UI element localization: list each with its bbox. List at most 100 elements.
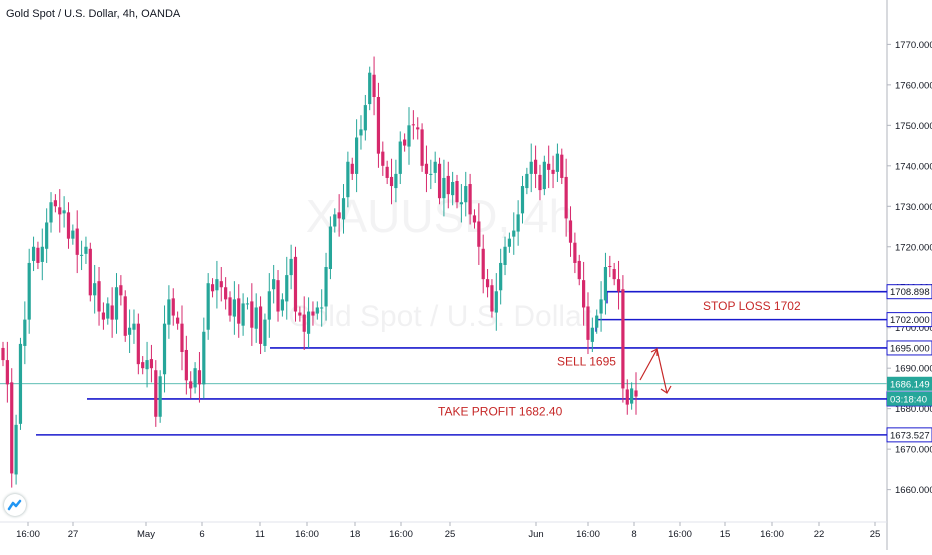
candle-body [429,173,433,175]
candle-body [337,212,341,219]
candle-body [424,163,429,174]
candle-body [529,161,533,174]
candle-body [389,176,394,187]
candle-body [49,202,53,223]
candle-body [490,285,494,312]
candle-body [219,281,223,288]
watermark-name: Gold Spot / U.S. Dollar [288,300,591,333]
candle-body [132,323,136,330]
candle-body [590,327,594,342]
candle-body [197,370,202,385]
candle-body [232,299,236,317]
price-level-badge [886,284,932,300]
candle-body [385,166,389,178]
candle-body [499,262,503,291]
candle-body [184,349,188,381]
annotation-label[interactable]: STOP LOSS 1702 [703,299,801,313]
candle-body [582,280,586,308]
candle-body [276,280,280,312]
candle-body [346,161,350,198]
price-level-badge [886,312,932,328]
candle-body [114,287,119,320]
candle-body [23,319,27,346]
candle-body [119,285,123,296]
candle-body [53,200,57,207]
candle-body [14,424,18,475]
candle-body [66,212,71,239]
candle-body [306,311,311,334]
time-tick-label: 16:00 [576,529,600,540]
candle-body [485,279,490,288]
annotation-label[interactable]: SELL 1695 [557,355,616,369]
candle-body [293,256,298,312]
candle-body [237,298,241,324]
candle-body [320,307,324,309]
candle-body [180,323,184,352]
countdown-badge [887,391,932,406]
candle-body [333,214,337,227]
time-tick-label: 11 [255,529,265,540]
candle-body [171,298,175,316]
time-tick-label: 25 [445,529,456,540]
candle-body [560,154,564,178]
price-tick-label: 1660.000 [895,485,932,496]
candle-body [446,175,450,195]
candle-body [394,173,398,189]
time-axis[interactable]: 16:00 27 May 6 11 16:00 18 16:00 25 Jun 16:00 8 16:0… [0,521,887,540]
candle-body [451,182,455,196]
tradingview-logo-icon[interactable] [4,494,26,516]
candle-body [40,246,44,262]
price-tick-label: 1670.000 [895,445,932,456]
candle-body [481,248,485,280]
candle-body [533,159,538,174]
candle-body [10,382,14,474]
candle-body [215,279,219,291]
price-tick-label: 1690.000 [895,364,932,375]
candle-body [18,343,23,424]
candle-body [193,368,197,388]
price-levels [0,290,887,436]
candle-body [416,127,420,130]
candle-body [621,289,625,389]
candle-body [162,323,167,375]
candle-body [206,283,210,330]
candle-body [547,163,551,170]
candle-body [311,311,315,316]
candle-body [341,198,346,220]
candle-body [315,307,319,314]
candle-body [516,214,520,232]
projection-arrow [639,347,668,394]
candle-body [71,230,75,239]
price-level-label: 1708.898 [890,287,930,298]
price-axis[interactable]: 1660.000 1670.000 1680.000 1690.000 1700.000… [886,0,932,550]
candle-body [110,305,114,320]
candle-body [381,151,385,166]
candle-body [58,207,62,215]
price-tick-label: 1760.000 [895,80,932,91]
candle-body [455,180,459,203]
candle-body [398,141,402,174]
candle-body [573,242,577,263]
time-tick-label: Jun [528,529,543,540]
candle-body [494,291,498,313]
candle-body [630,388,634,404]
time-tick-label: 16:00 [16,529,40,540]
candle-body [31,246,36,261]
current-price-badge [887,376,932,391]
candles [1,56,638,488]
annotation-label[interactable]: TAKE PROFIT 1682.40 [438,405,563,419]
candle-body [97,281,101,312]
candle-body [599,299,603,314]
candle-body [128,327,132,335]
candle-body [324,267,328,307]
time-tick-label: 27 [68,529,79,540]
candle-body [228,297,232,316]
candle-body [625,389,629,405]
time-tick-label: 6 [199,529,204,540]
candle-body [27,262,31,320]
candle-body [106,303,110,319]
time-tick-label: May [137,529,155,540]
